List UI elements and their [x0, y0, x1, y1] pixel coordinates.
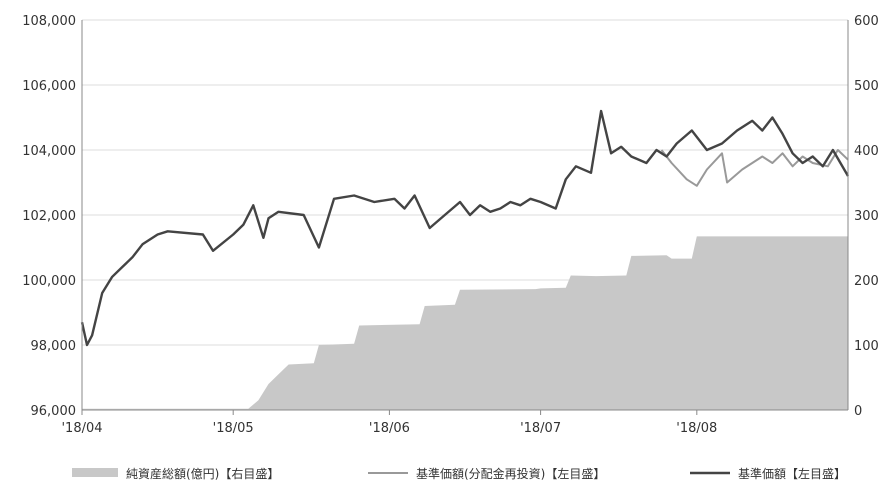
x-tick-label: '18/06 [369, 421, 410, 436]
right-tick-label: 600 [854, 14, 879, 29]
net-assets-area-layer [82, 236, 848, 410]
axes [81, 20, 849, 411]
legend: 純資産総額(億円)【右目盛】 基準価額(分配金再投資)【左目盛】 基準価額【左目盛】 [72, 466, 846, 481]
x-tick-label: '18/05 [213, 421, 254, 436]
left-tick-label: 96,000 [31, 404, 77, 419]
left-tick-label: 98,000 [31, 339, 77, 354]
legend-label: 基準価額【左目盛】 [738, 466, 846, 481]
nav-reinvest-line [660, 149, 849, 187]
right-tick-label: 200 [854, 274, 879, 289]
legend-label: 純資産総額(億円)【右目盛】 [126, 466, 279, 481]
x-axis-ticks: '18/04 '18/05 '18/06 '18/07 '18/08 [61, 410, 717, 436]
nav-line [80, 109, 850, 347]
nav-lines-layer [80, 109, 850, 347]
net-assets-area [82, 236, 848, 410]
left-tick-label: 104,000 [22, 144, 76, 159]
left-tick-label: 102,000 [22, 209, 76, 224]
x-tick-label: '18/07 [520, 421, 561, 436]
right-tick-label: 500 [854, 79, 879, 94]
right-tick-label: 100 [854, 339, 879, 354]
left-tick-label: 108,000 [22, 14, 76, 29]
x-tick-label: '18/04 [61, 421, 102, 436]
right-axis-ticks: 0 100 200 300 400 500 600 [854, 14, 879, 419]
legend-area-swatch [72, 468, 118, 477]
legend-label: 基準価額(分配金再投資)【左目盛】 [416, 466, 605, 481]
x-tick-label: '18/08 [676, 421, 717, 436]
right-tick-label: 300 [854, 209, 879, 224]
left-tick-label: 106,000 [22, 79, 76, 94]
left-axis-ticks: 96,000 98,000 100,000 102,000 104,000 106,000… [22, 14, 76, 419]
left-tick-label: 100,000 [22, 274, 76, 289]
right-tick-label: 400 [854, 144, 879, 159]
right-tick-label: 0 [854, 404, 862, 419]
